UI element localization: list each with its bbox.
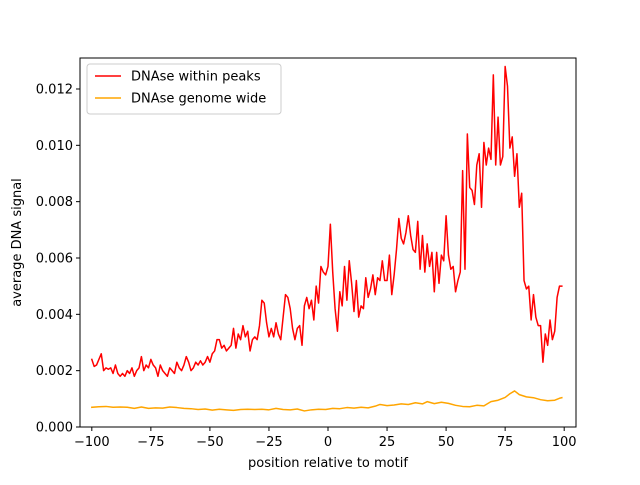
x-axis: −100 −75 −50 −25 0 25 50 75 100 bbox=[74, 427, 577, 450]
y-tick-label: 0.010 bbox=[36, 139, 73, 154]
legend-box bbox=[86, 63, 282, 115]
x-tick-label: −25 bbox=[255, 435, 282, 450]
y-tick-label: 0.006 bbox=[36, 251, 73, 266]
x-axis-label: position relative to motif bbox=[248, 456, 408, 471]
x-tick-label: 100 bbox=[552, 435, 577, 450]
legend: DNAse within peaks DNAse genome wide bbox=[86, 63, 282, 115]
x-tick-label: 75 bbox=[497, 435, 514, 450]
x-tick-label: −50 bbox=[196, 435, 223, 450]
series-line-1 bbox=[91, 390, 563, 412]
x-tick-label: −100 bbox=[74, 435, 110, 450]
x-tick-label: 0 bbox=[324, 435, 332, 450]
y-tick-label: 0.000 bbox=[36, 421, 73, 436]
x-tick-label: 50 bbox=[438, 435, 455, 450]
y-tick-label: 0.008 bbox=[36, 195, 73, 210]
legend-label-peaks: DNAse within peaks bbox=[131, 70, 261, 85]
y-tick-label: 0.012 bbox=[36, 82, 73, 97]
y-axis: 0.000 0.002 0.004 0.006 0.008 0.010 0.012 bbox=[36, 82, 80, 436]
x-tick-label: 25 bbox=[379, 435, 396, 450]
y-tick-label: 0.002 bbox=[36, 364, 73, 379]
y-axis-label: average DNA signal bbox=[10, 178, 25, 307]
series-layer bbox=[90, 65, 563, 412]
legend-label-genome: DNAse genome wide bbox=[131, 92, 266, 107]
series-line-0 bbox=[90, 65, 563, 378]
y-tick-label: 0.004 bbox=[36, 308, 73, 323]
x-tick-label: −75 bbox=[137, 435, 164, 450]
